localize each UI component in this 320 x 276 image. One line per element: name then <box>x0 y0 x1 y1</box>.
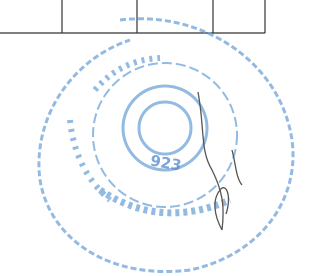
stamp-text: 923 <box>149 151 183 174</box>
stamp-lettering <box>100 190 230 213</box>
document-fragment: 923 <box>0 0 306 276</box>
stamp <box>39 19 293 272</box>
stamp-lettering <box>70 120 110 200</box>
table-bottom <box>0 0 265 33</box>
signature-stroke <box>232 150 242 185</box>
stamp-center-ring <box>139 102 191 154</box>
page: {"document": {"stamp": {"text": "923"}}}… <box>0 0 306 276</box>
stamp-outer-ring <box>39 19 293 272</box>
